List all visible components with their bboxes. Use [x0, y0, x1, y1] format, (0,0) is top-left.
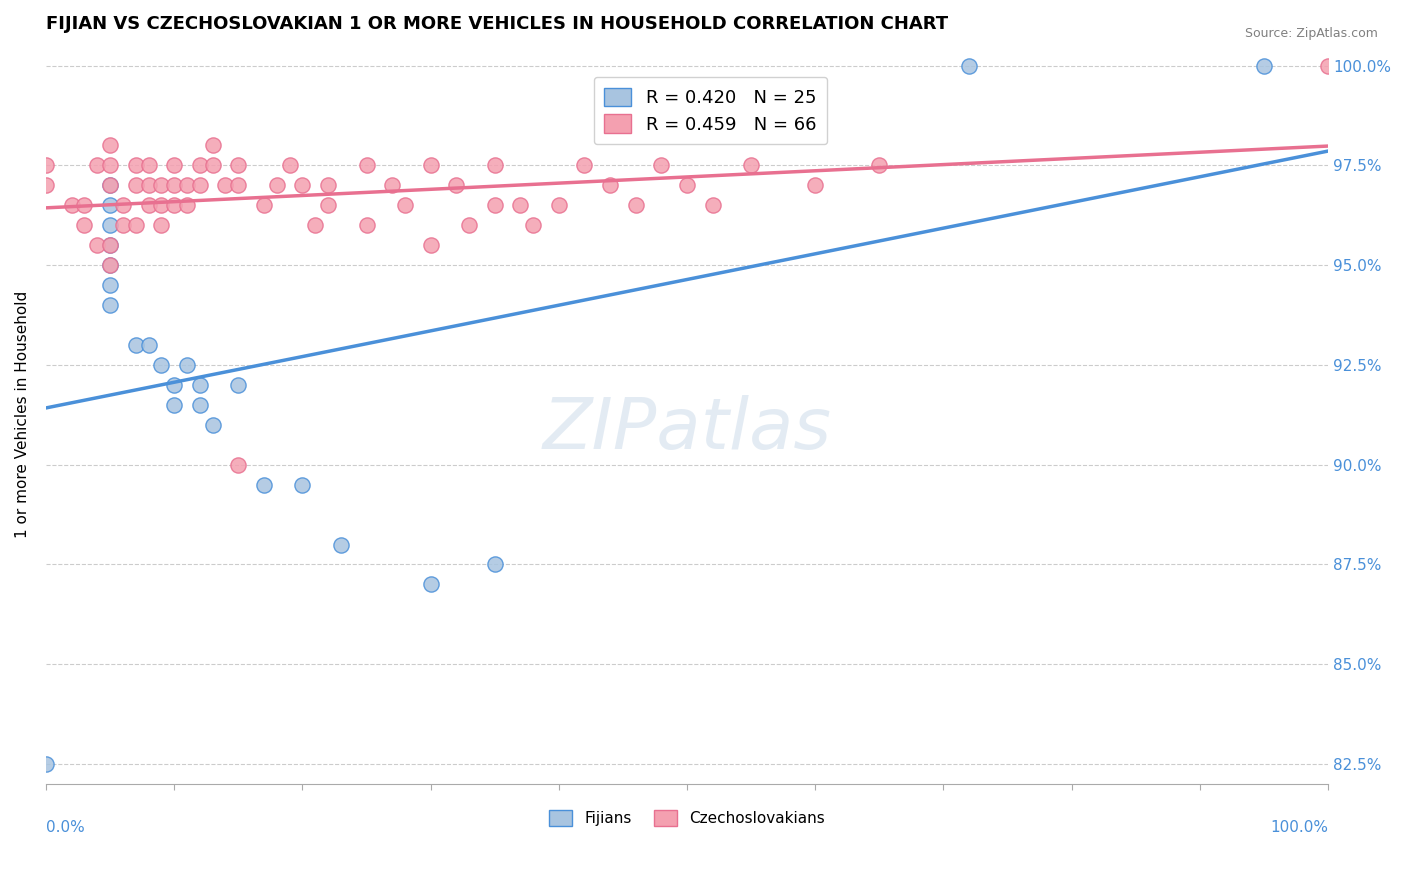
- Point: [163, 398, 186, 412]
- Point: [176, 178, 198, 193]
- Point: [98, 258, 121, 272]
- Point: [624, 198, 647, 212]
- Point: [304, 219, 326, 233]
- Point: [509, 198, 531, 212]
- Point: [163, 198, 186, 212]
- Point: [484, 558, 506, 572]
- Point: [226, 178, 249, 193]
- Point: [98, 178, 121, 193]
- Point: [138, 198, 160, 212]
- Point: [111, 198, 134, 212]
- Point: [702, 198, 724, 212]
- Point: [98, 278, 121, 293]
- Point: [484, 158, 506, 172]
- Point: [188, 178, 211, 193]
- Point: [356, 219, 378, 233]
- Point: [458, 219, 481, 233]
- Point: [446, 178, 468, 193]
- Point: [98, 178, 121, 193]
- Point: [111, 219, 134, 233]
- Point: [73, 198, 96, 212]
- Point: [676, 178, 699, 193]
- Point: [1253, 59, 1275, 73]
- Point: [98, 298, 121, 312]
- Legend: Fijians, Czechoslovakians: Fijians, Czechoslovakians: [540, 801, 834, 836]
- Point: [125, 219, 148, 233]
- Point: [419, 577, 441, 591]
- Point: [150, 178, 173, 193]
- Point: [35, 178, 58, 193]
- Point: [35, 757, 58, 772]
- Point: [73, 219, 96, 233]
- Point: [484, 198, 506, 212]
- Point: [226, 458, 249, 472]
- Text: 0.0%: 0.0%: [46, 820, 84, 835]
- Point: [419, 238, 441, 252]
- Point: [868, 158, 890, 172]
- Point: [188, 398, 211, 412]
- Point: [150, 358, 173, 372]
- Point: [125, 158, 148, 172]
- Point: [201, 158, 224, 172]
- Point: [176, 358, 198, 372]
- Text: Source: ZipAtlas.com: Source: ZipAtlas.com: [1244, 27, 1378, 40]
- Text: 100.0%: 100.0%: [1270, 820, 1329, 835]
- Point: [740, 158, 762, 172]
- Point: [86, 158, 108, 172]
- Point: [98, 198, 121, 212]
- Point: [125, 178, 148, 193]
- Point: [138, 178, 160, 193]
- Point: [599, 178, 621, 193]
- Point: [574, 158, 596, 172]
- Point: [226, 158, 249, 172]
- Point: [253, 477, 276, 491]
- Point: [163, 178, 186, 193]
- Point: [98, 258, 121, 272]
- Point: [329, 537, 352, 551]
- Point: [60, 198, 83, 212]
- Point: [98, 238, 121, 252]
- Point: [419, 158, 441, 172]
- Point: [804, 178, 827, 193]
- Text: ZIPatlas: ZIPatlas: [543, 395, 831, 464]
- Point: [188, 377, 211, 392]
- Point: [394, 198, 416, 212]
- Point: [150, 198, 173, 212]
- Point: [381, 178, 404, 193]
- Point: [356, 158, 378, 172]
- Point: [291, 477, 314, 491]
- Point: [201, 417, 224, 432]
- Point: [35, 158, 58, 172]
- Point: [176, 198, 198, 212]
- Point: [266, 178, 288, 193]
- Point: [522, 219, 544, 233]
- Point: [650, 158, 672, 172]
- Point: [226, 377, 249, 392]
- Point: [1317, 59, 1340, 73]
- Point: [253, 198, 276, 212]
- Point: [957, 59, 980, 73]
- Point: [316, 178, 339, 193]
- Point: [98, 158, 121, 172]
- Point: [98, 219, 121, 233]
- Point: [138, 158, 160, 172]
- Point: [163, 158, 186, 172]
- Point: [201, 138, 224, 153]
- Point: [138, 338, 160, 352]
- Point: [291, 178, 314, 193]
- Point: [125, 338, 148, 352]
- Point: [547, 198, 569, 212]
- Point: [163, 377, 186, 392]
- Point: [278, 158, 301, 172]
- Point: [98, 138, 121, 153]
- Text: FIJIAN VS CZECHOSLOVAKIAN 1 OR MORE VEHICLES IN HOUSEHOLD CORRELATION CHART: FIJIAN VS CZECHOSLOVAKIAN 1 OR MORE VEHI…: [46, 15, 948, 33]
- Point: [188, 158, 211, 172]
- Point: [150, 219, 173, 233]
- Point: [86, 238, 108, 252]
- Point: [316, 198, 339, 212]
- Point: [98, 238, 121, 252]
- Point: [214, 178, 236, 193]
- Y-axis label: 1 or more Vehicles in Household: 1 or more Vehicles in Household: [15, 291, 30, 539]
